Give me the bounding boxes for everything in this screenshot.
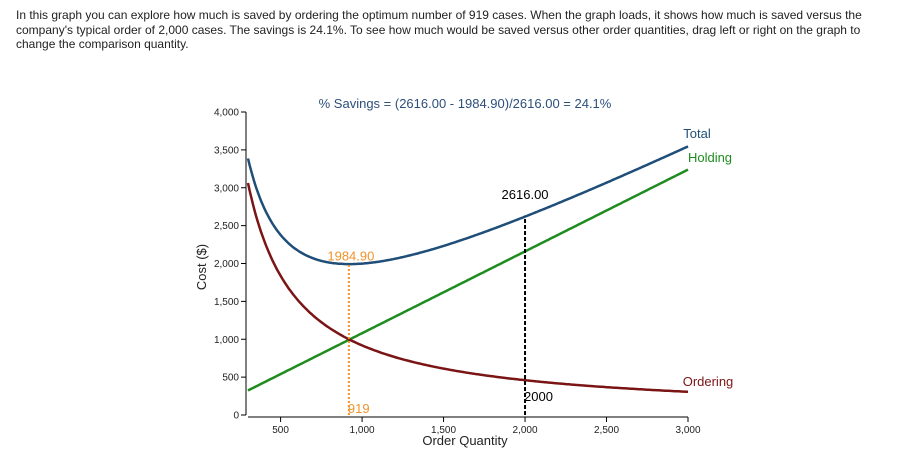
y-tick: 500 — [222, 373, 246, 384]
x-tick: 2,500 — [594, 417, 619, 436]
y-axis: 0 500 1,000 1,500 2,000 2,500 3,000 3,500 4,000 — [214, 108, 247, 422]
series-label-ordering: Ordering — [683, 374, 734, 389]
series-line-ordering — [246, 182, 689, 394]
y-tick: 4,000 — [214, 108, 246, 119]
y-tick-label: 500 — [222, 373, 239, 384]
x-tick-label: 1,000 — [350, 425, 375, 436]
y-tick-label: 0 — [233, 411, 239, 422]
y-tick-label: 1,000 — [214, 335, 239, 346]
y-tick-label: 3,500 — [214, 145, 239, 156]
comparison-quantity-label: 2000 — [524, 389, 553, 404]
x-tick: 1,000 — [350, 417, 375, 436]
y-tick: 3,500 — [214, 145, 246, 156]
intro-text: In this graph you can explore how much i… — [16, 8, 862, 51]
x-tick: 2,000 — [513, 417, 538, 436]
x-tick: 1,500 — [431, 417, 457, 436]
series-label-holding: Holding — [688, 150, 732, 165]
series-lines: Total Holding Ordering — [246, 126, 734, 394]
y-tick-label: 2,000 — [214, 259, 239, 270]
series-line-total — [246, 145, 689, 266]
y-tick: 0 — [233, 411, 246, 422]
x-axis: 500 1,000 1,500 2,000 2,500 3,000 — [248, 416, 701, 436]
x-tick-label: 1,500 — [431, 425, 456, 436]
y-tick: 2,000 — [214, 259, 246, 270]
optimum-quantity-label: 919 — [348, 401, 370, 416]
x-tick: 500 — [272, 417, 289, 436]
y-tick: 3,000 — [214, 183, 246, 194]
y-tick: 1,000 — [214, 335, 246, 346]
chart-title: % Savings = (2616.00 - 1984.90)/2616.00 … — [319, 96, 612, 111]
x-tick-label: 3,000 — [675, 425, 700, 436]
y-axis-title: Cost ($) — [194, 244, 209, 290]
optimum-value-label: 1984.90 — [327, 249, 374, 264]
x-axis-title: Order Quantity — [422, 433, 508, 448]
series-line-holding — [247, 168, 689, 392]
y-tick-label: 4,000 — [214, 108, 239, 119]
y-tick-label: 3,000 — [214, 183, 239, 194]
y-tick-label: 2,500 — [214, 221, 239, 232]
markers: 1984.90 919 2616.00 2000 — [327, 187, 553, 416]
y-tick: 2,500 — [214, 221, 246, 232]
y-tick-label: 1,500 — [214, 297, 239, 308]
x-tick: 3,000 — [675, 417, 701, 436]
x-tick-label: 2,000 — [513, 425, 538, 436]
x-tick-label: 2,500 — [594, 425, 619, 436]
comparison-value-label: 2616.00 — [502, 187, 549, 202]
x-tick-label: 500 — [272, 425, 289, 436]
series-label-total: Total — [683, 126, 711, 141]
y-tick: 1,500 — [214, 297, 246, 308]
